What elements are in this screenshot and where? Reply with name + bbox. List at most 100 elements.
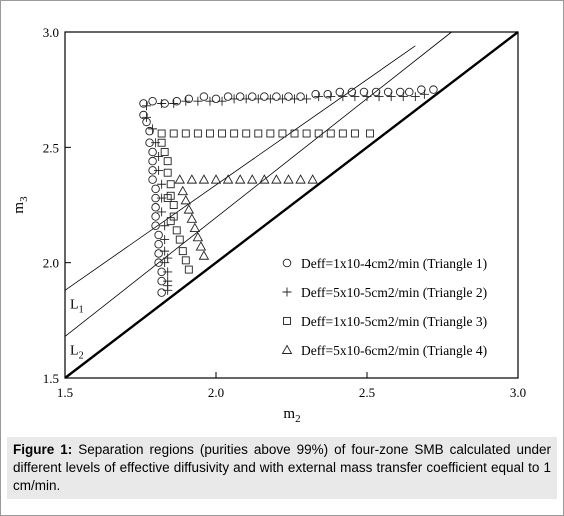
point [154,239,163,249]
point [151,212,160,221]
y-tick-label: 2.5 [43,140,59,155]
point [417,85,426,94]
x-axis-label: m2 [283,406,300,425]
point [206,129,214,138]
caption: Figure 1: Separation regions (purities a… [7,437,557,499]
point [290,129,299,138]
point [160,258,170,268]
point [169,99,179,109]
point [160,147,169,156]
point [157,129,166,138]
point [193,129,202,138]
point [139,99,148,108]
point [166,180,175,189]
reference-line-label: L1 [70,297,84,315]
point [383,87,393,97]
point [151,221,160,231]
point [222,174,234,184]
y-tick-label: 1.5 [43,371,59,386]
point [181,96,191,106]
point [157,193,167,203]
chart: m2 m3 1.5 2.0 2.5 3.01.52.02.53.0L1L2Deff=1… [11,25,526,425]
x-tick-label: 1.5 [57,385,73,400]
x-tick-label: 2.0 [208,385,224,400]
point [290,94,300,104]
point [302,94,312,104]
point [157,179,167,189]
point [218,129,226,138]
point [271,174,282,184]
point [148,96,157,106]
point [371,87,381,97]
y-axis-label: m3 [11,196,30,214]
point [410,92,420,102]
point [145,126,154,136]
point [283,317,291,325]
point [175,235,184,244]
point [366,129,374,138]
point [253,94,263,104]
reference-line [64,31,452,337]
point [184,94,194,104]
point [311,90,320,99]
point [157,138,166,147]
point [148,156,157,166]
point [148,175,157,184]
point [350,129,359,138]
point [199,92,209,101]
point [350,92,360,102]
point [154,230,163,240]
point [338,92,348,102]
caption-label: Figure 1: [13,442,73,457]
point [347,87,357,97]
point [163,281,173,291]
point [283,174,294,184]
point [184,265,193,274]
point [278,129,287,138]
legend-label: Deff=5x10-6cm2/min (Triangle 4) [301,343,487,358]
point [163,157,172,166]
point [163,194,172,203]
point [210,174,222,184]
point [241,94,251,104]
point [323,90,332,99]
point [154,165,164,175]
point [195,241,207,251]
reference-line-label: L2 [70,343,84,361]
point [166,191,175,200]
point [142,112,152,122]
point [160,246,170,256]
point [260,92,269,101]
point [157,288,166,297]
reference-line-letter: L [70,343,79,358]
point [157,207,167,217]
point [314,129,323,138]
point [295,174,306,184]
point [160,235,170,245]
point [181,256,190,265]
point [307,174,318,184]
y-tick-label: 3.0 [43,25,59,40]
point [374,92,384,102]
point [174,174,186,184]
legend-label: Deff=1x10-5cm2/min (Triangle 3) [301,314,487,329]
point [230,129,239,138]
point [169,212,178,221]
reference-line [64,45,416,291]
point [229,94,239,104]
point [246,174,258,184]
point [139,110,148,120]
plot-frame [64,31,519,379]
point [326,92,336,102]
point [151,138,161,148]
point [211,94,221,104]
point [277,94,287,104]
point [359,87,369,97]
caption-text: Separation regions (purities above 99%) … [13,442,551,493]
point [281,344,293,354]
point [178,247,187,256]
point [386,92,396,102]
point [163,267,173,277]
point [302,129,311,138]
